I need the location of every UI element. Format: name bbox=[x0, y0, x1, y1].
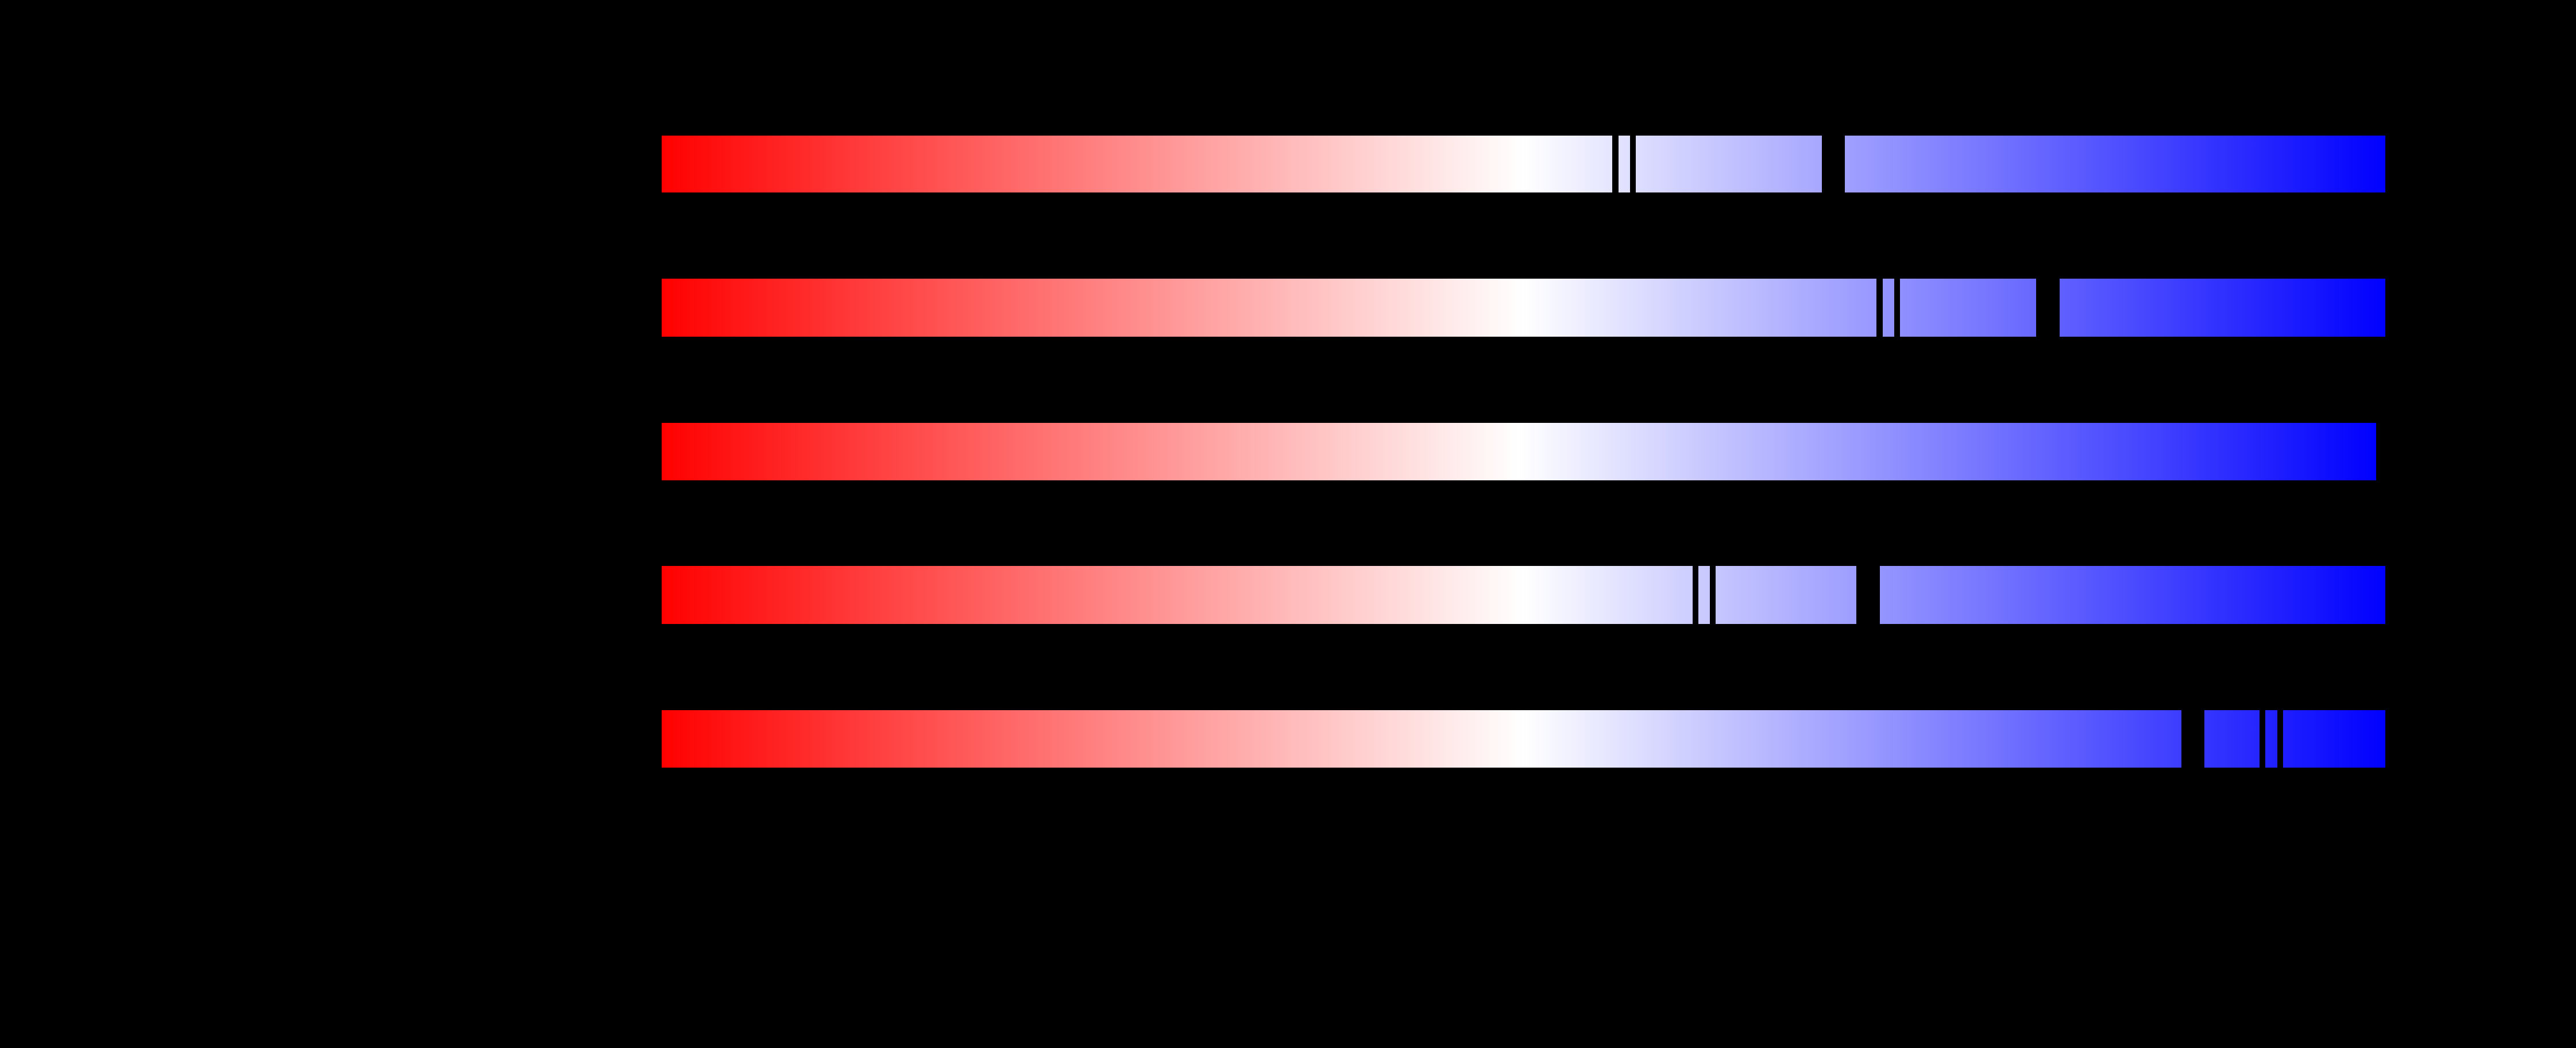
gradient-bar-segment bbox=[2204, 710, 2260, 768]
gradient-bar-segment bbox=[1900, 279, 2036, 337]
gradient-bar-row bbox=[662, 710, 2385, 768]
gradient-bar-segment bbox=[662, 566, 1693, 624]
gradient-bar-row bbox=[662, 566, 2385, 624]
gradient-bar-segment bbox=[1880, 566, 2385, 624]
gradient-bar-segment bbox=[2265, 710, 2277, 768]
gradient-bar-segment bbox=[662, 136, 1612, 192]
gradient-bar-segment bbox=[1845, 136, 2385, 192]
gradient-bar-row bbox=[662, 136, 2385, 192]
gradient-bar-segment bbox=[1698, 566, 1710, 624]
gradient-bar-segment bbox=[662, 710, 2181, 768]
gradient-bar-segment bbox=[2060, 279, 2385, 337]
gradient-bar-segment bbox=[1619, 136, 1630, 192]
gradient-bar-segment bbox=[1883, 279, 1894, 337]
gradient-bar-row bbox=[662, 279, 2385, 337]
gradient-bar-segment bbox=[662, 423, 2376, 480]
gradient-bar-segment bbox=[2283, 710, 2385, 768]
gradient-bar-segment bbox=[1636, 136, 1822, 192]
gradient-bar-row bbox=[662, 423, 2376, 480]
gradient-bar-segment bbox=[1716, 566, 1856, 624]
gradient-bar-segment bbox=[662, 279, 1876, 337]
